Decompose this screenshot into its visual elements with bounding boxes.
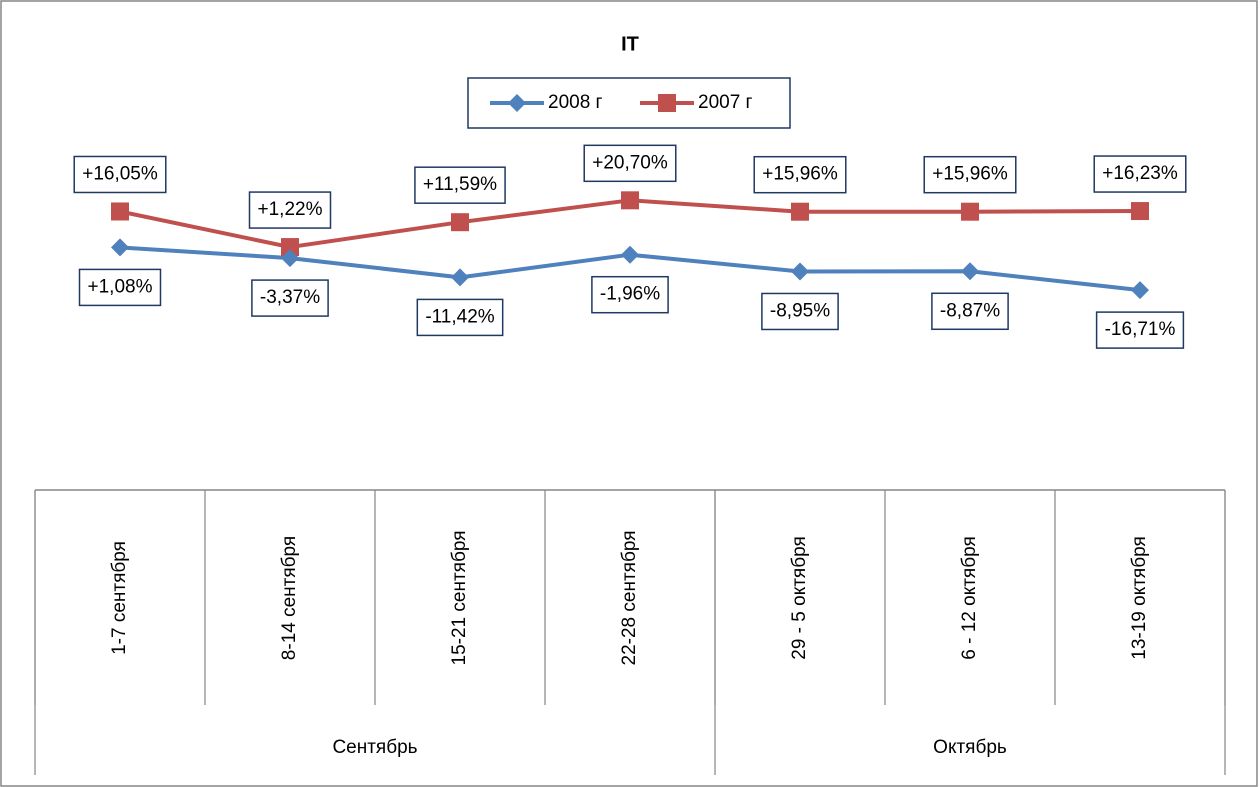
marker xyxy=(961,202,979,221)
data-label-box xyxy=(414,166,506,204)
data-label-box xyxy=(591,275,669,314)
data-label: +16,05% xyxy=(82,163,158,184)
marker xyxy=(451,268,469,287)
legend-label: 2007 г xyxy=(698,92,753,113)
data-label-box xyxy=(416,298,504,337)
marker xyxy=(1131,281,1149,300)
marker xyxy=(791,262,809,281)
data-label-box xyxy=(73,155,167,194)
data-label-box xyxy=(761,292,839,331)
data-label-box xyxy=(753,155,847,194)
group-label: Октябрь xyxy=(933,737,1007,758)
x-tick-label: 6 - 12 октября xyxy=(959,536,980,659)
x-tick-label: 22-28 сентября xyxy=(619,531,640,666)
data-label-box xyxy=(583,144,677,183)
marker xyxy=(281,238,299,257)
legend-label: 2008 г xyxy=(548,92,603,113)
data-label: +1,08% xyxy=(88,276,153,297)
x-tick-label: 29 - 5 октября xyxy=(789,536,810,659)
data-label-box xyxy=(78,268,162,307)
marker xyxy=(621,245,639,264)
group-label: Сентябрь xyxy=(332,737,417,758)
data-label: +20,70% xyxy=(592,152,668,173)
marker xyxy=(451,213,469,232)
marker xyxy=(281,249,299,268)
data-label: -11,42% xyxy=(425,306,494,327)
chart-title: IT xyxy=(621,33,639,55)
x-tick-label: 8-14 сентября xyxy=(279,536,300,660)
marker xyxy=(1131,202,1149,221)
data-label: +15,96% xyxy=(932,164,1008,185)
data-label: +1,22% xyxy=(258,199,323,220)
marker xyxy=(621,191,639,210)
x-tick-label: 15-21 сентября xyxy=(449,531,470,666)
data-label-box xyxy=(931,292,1009,331)
data-label-box xyxy=(1095,311,1185,349)
data-label-box xyxy=(923,155,1017,194)
data-label: -3,37% xyxy=(260,287,320,308)
data-label: -16,71% xyxy=(1105,319,1176,340)
data-label: -1,96% xyxy=(600,284,660,305)
data-label-box xyxy=(248,191,332,229)
data-label: -8,87% xyxy=(940,300,1000,321)
x-tick-label: 13-19 октября xyxy=(1129,536,1150,659)
x-tick-label: 1-7 сентября xyxy=(109,541,130,655)
data-label-box xyxy=(251,279,329,317)
marker xyxy=(791,202,809,221)
data-label: +16,23% xyxy=(1102,163,1178,184)
marker xyxy=(508,94,526,112)
data-label: +15,96% xyxy=(762,164,838,185)
data-label: +11,59% xyxy=(423,174,497,195)
data-label: -8,95% xyxy=(770,300,830,321)
data-label-box xyxy=(1093,155,1187,193)
marker xyxy=(658,94,676,112)
marker xyxy=(961,262,979,281)
marker xyxy=(111,238,129,257)
marker xyxy=(111,202,129,221)
